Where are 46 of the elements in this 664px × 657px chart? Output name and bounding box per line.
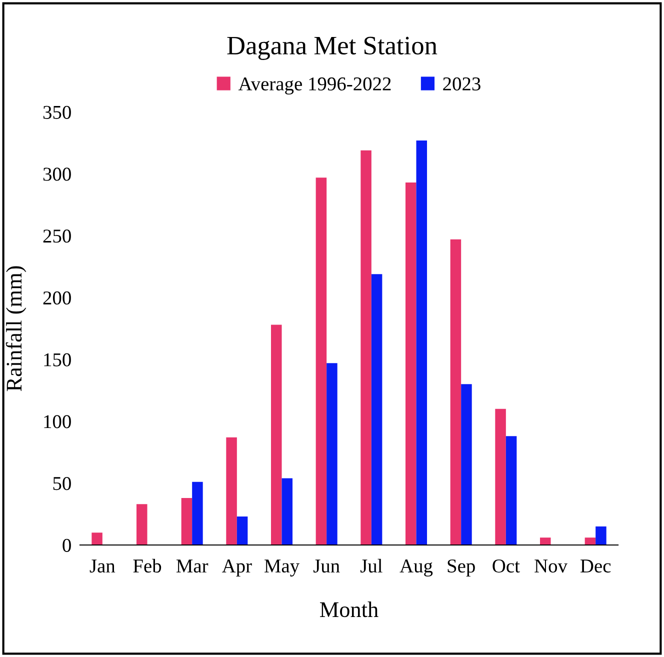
bar bbox=[316, 178, 327, 545]
y-tick-label: 250 bbox=[43, 230, 71, 243]
bar bbox=[405, 182, 416, 545]
x-tick-label: Jun bbox=[313, 560, 340, 573]
bar bbox=[450, 239, 462, 545]
bar bbox=[270, 324, 282, 545]
x-axis-title: Month bbox=[320, 602, 378, 618]
y-tick-label: 50 bbox=[53, 476, 71, 490]
legend-label: Average 1996-2022 bbox=[238, 77, 391, 94]
y-tick-label: 200 bbox=[43, 291, 71, 305]
bar bbox=[360, 150, 372, 545]
x-tick-label: Dec bbox=[580, 560, 611, 573]
y-tick-label: 0 bbox=[62, 538, 71, 552]
chart-title: Dagana Met Station bbox=[227, 36, 438, 60]
bar bbox=[495, 408, 506, 545]
bar bbox=[136, 504, 148, 545]
bar bbox=[540, 538, 551, 545]
x-tick-label: Sep bbox=[448, 560, 475, 577]
bar bbox=[461, 384, 472, 545]
x-tick-label: Nov bbox=[534, 560, 568, 573]
bar bbox=[282, 478, 293, 545]
x-tick-label: Mar bbox=[176, 560, 208, 573]
y-tick-label: 100 bbox=[44, 415, 71, 428]
bar bbox=[584, 538, 596, 545]
bar bbox=[416, 140, 428, 545]
y-tick-label: 300 bbox=[43, 168, 71, 181]
x-tick-label: Feb bbox=[133, 558, 162, 573]
bar bbox=[226, 437, 237, 545]
bar bbox=[596, 526, 606, 545]
x-tick-label: Oct bbox=[492, 560, 520, 573]
bar bbox=[236, 516, 248, 545]
bar bbox=[371, 274, 382, 545]
x-tick-label: Jan bbox=[90, 560, 116, 573]
y-tick-label: 150 bbox=[44, 353, 71, 366]
bar bbox=[181, 498, 192, 545]
legend-label: 2023 bbox=[443, 77, 480, 90]
y-tick-label: 350 bbox=[43, 106, 71, 119]
x-tick-label: Jul bbox=[360, 558, 382, 573]
bar bbox=[506, 436, 517, 545]
x-tick-label: Aug bbox=[400, 559, 433, 577]
bar bbox=[92, 532, 102, 545]
bar bbox=[326, 363, 338, 545]
x-tick-label: Apr bbox=[222, 560, 252, 577]
x-tick-label: May bbox=[264, 560, 300, 577]
y-axis-title: Rainfall (mm) bbox=[6, 266, 26, 392]
bar bbox=[192, 482, 203, 545]
